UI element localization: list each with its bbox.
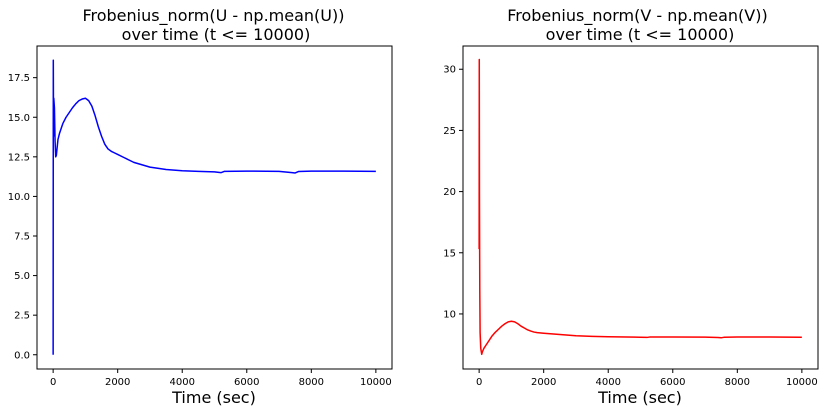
chart-u-ytick-label: 0.0 — [14, 350, 30, 361]
chart-v-plot-frame — [462, 45, 819, 370]
chart-v-ytick-label: 30 — [443, 65, 456, 76]
chart-u-plot-frame — [36, 45, 393, 370]
chart-u-xtick-label: 6000 — [234, 377, 259, 388]
chart-v-title-line-1: Frobenius_norm(V - np.mean(V)) — [507, 6, 768, 26]
chart-u-xtick-label: 4000 — [170, 377, 195, 388]
chart-u-series-line — [52, 59, 376, 355]
chart-u-xtick-label: 0 — [50, 377, 56, 388]
chart-u-xtick-label: 2000 — [105, 377, 130, 388]
chart-u-xlabel: Time (sec) — [171, 388, 256, 407]
chart-v-title: Frobenius_norm(V - np.mean(V)) over time… — [507, 6, 773, 44]
chart-u-ytick-label: 15.0 — [8, 113, 30, 124]
chart-u-xtick-label: 8000 — [299, 377, 324, 388]
chart-v-series-line — [478, 58, 802, 356]
chart-u-ytick-label: 5.0 — [14, 271, 30, 282]
chart-u-ytick-label: 12.5 — [8, 152, 30, 163]
chart-v-xtick-label: 10000 — [786, 377, 818, 388]
chart-v-ytick-label: 20 — [443, 187, 456, 198]
chart-v-ytick-label: 15 — [443, 248, 456, 259]
chart-u-ytick-label: 17.5 — [8, 73, 30, 84]
chart-v-xtick-label: 6000 — [660, 377, 685, 388]
chart-u: Frobenius_norm(U - np.mean(U)) over time… — [8, 6, 393, 407]
chart-u-ytick-label: 7.5 — [14, 232, 30, 243]
chart-u-ytick-label: 2.5 — [14, 311, 30, 322]
chart-v-ytick-label: 25 — [443, 126, 456, 137]
chart-v-xtick-label: 0 — [476, 377, 482, 388]
chart-v-y-axis: 10 15 20 25 30 — [443, 65, 463, 320]
chart-v-xlabel: Time (sec) — [597, 388, 682, 407]
chart-u-title-line-1: Frobenius_norm(U - np.mean(U)) — [82, 6, 344, 26]
chart-v-xtick-label: 8000 — [725, 377, 750, 388]
chart-u-title: Frobenius_norm(U - np.mean(U)) over time… — [82, 6, 349, 44]
chart-v-title-line-2: over time (t <= 10000) — [546, 25, 735, 44]
chart-u-x-axis: 0 2000 4000 6000 8000 10000 — [50, 369, 392, 388]
chart-u-ytick-label: 10.0 — [8, 192, 30, 203]
chart-u-y-axis: 0.0 2.5 5.0 7.5 10.0 12.5 15.0 17.5 — [8, 73, 37, 361]
chart-v-xtick-label: 4000 — [596, 377, 621, 388]
chart-v: Frobenius_norm(V - np.mean(V)) over time… — [443, 6, 819, 407]
chart-u-xtick-label: 10000 — [360, 377, 392, 388]
chart-v-xtick-label: 2000 — [531, 377, 556, 388]
chart-v-x-axis: 0 2000 4000 6000 8000 10000 — [476, 369, 818, 388]
chart-u-title-line-2: over time (t <= 10000) — [122, 25, 311, 44]
chart-v-ytick-label: 10 — [443, 309, 456, 320]
